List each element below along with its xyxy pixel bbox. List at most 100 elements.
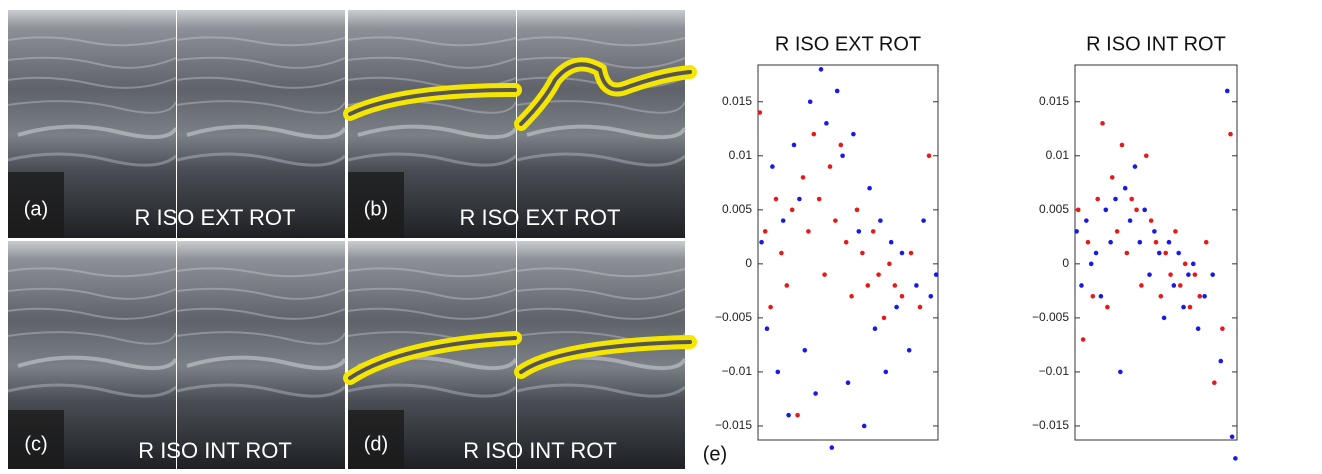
scatter-point — [1110, 175, 1115, 180]
scatter-point — [759, 240, 764, 245]
scatter-point — [786, 413, 791, 418]
scatter-point — [1089, 262, 1094, 267]
scatter-point — [1147, 272, 1152, 277]
chart-title: R ISO INT ROT — [1086, 33, 1226, 55]
scatter-point — [1167, 240, 1172, 245]
scatter-point — [849, 294, 854, 299]
scatter-point — [866, 283, 871, 288]
scatter-point — [1172, 283, 1177, 288]
scatter-point — [776, 370, 781, 375]
panel-caption: R ISO INT ROT — [463, 438, 617, 463]
y-tick-label: 0.01 — [1046, 148, 1070, 162]
scatter-point — [819, 67, 824, 72]
scatter-point — [1176, 251, 1181, 256]
scatter-point — [893, 283, 898, 288]
scatter-point — [909, 251, 914, 256]
scatter-point — [1220, 326, 1225, 331]
scatter-point — [1134, 208, 1139, 213]
panel-caption: R ISO EXT ROT — [460, 205, 621, 230]
scatter-point — [1168, 272, 1173, 277]
scatter-point — [884, 370, 889, 375]
scatter-point — [1210, 272, 1215, 277]
scatter-point — [1094, 251, 1099, 256]
scatter-point — [1202, 294, 1207, 299]
scatter-point — [758, 110, 763, 115]
scatter-point — [813, 391, 818, 396]
scatter-point — [1162, 316, 1167, 321]
scatter-point — [1074, 229, 1079, 234]
scatter-point — [876, 272, 881, 277]
panel-label: (c) — [24, 433, 47, 455]
scatter-point — [1129, 197, 1134, 202]
scatter-point — [763, 229, 768, 234]
scatter-point — [921, 218, 926, 223]
scatter-point — [1157, 251, 1162, 256]
scatter-point — [1108, 240, 1113, 245]
scatter-point — [1084, 218, 1089, 223]
scatter-point — [1144, 153, 1149, 158]
scatter-point — [1128, 218, 1133, 223]
scatter-point — [867, 186, 872, 191]
scatter-point — [1163, 251, 1168, 256]
scatter-point — [844, 240, 849, 245]
scatter-point — [1118, 370, 1123, 375]
scatter-point — [1125, 251, 1130, 256]
y-tick-label: 0 — [745, 256, 752, 270]
scatter-point — [812, 132, 817, 137]
panel-caption: R ISO INT ROT — [138, 438, 292, 463]
scatter-point — [1120, 143, 1125, 148]
scatter-point — [1079, 283, 1084, 288]
scatter-point — [873, 326, 878, 331]
panel-label: (b) — [364, 198, 388, 220]
scatter-point — [835, 89, 840, 94]
y-tick-label: 0 — [1062, 256, 1069, 270]
scatter-point — [846, 380, 851, 385]
scatter-point — [806, 229, 811, 234]
scatter-point — [1123, 186, 1128, 191]
scatter-point — [840, 153, 845, 158]
scatter-point — [779, 251, 784, 256]
scatter-point — [1095, 197, 1100, 202]
scatter-point — [808, 99, 813, 104]
chart-title: R ISO EXT ROT — [775, 33, 921, 55]
panel-label: (e) — [703, 443, 727, 465]
scatter-point — [914, 283, 919, 288]
scatter-point — [1152, 229, 1157, 234]
scatter-point — [770, 164, 775, 169]
scatter-point — [927, 153, 932, 158]
scatter-point — [907, 348, 912, 353]
scatter-point — [830, 445, 835, 450]
scatter-point — [929, 294, 934, 299]
scatter-point — [1154, 240, 1159, 245]
scatter-point — [797, 197, 802, 202]
scatter-point — [781, 218, 786, 223]
scatter-point — [1091, 294, 1096, 299]
scatter-point — [1178, 283, 1183, 288]
y-tick-label: −0.015 — [1032, 418, 1069, 432]
scatter-point — [774, 197, 779, 202]
y-tick-label: 0.01 — [729, 148, 753, 162]
scatter-point — [1181, 305, 1186, 310]
scatter-point — [1100, 121, 1105, 126]
scatter-point — [900, 294, 905, 299]
scatter-point — [1186, 272, 1191, 277]
scatter-point — [790, 208, 795, 213]
scatter-point — [1138, 240, 1143, 245]
scatter-point — [1133, 164, 1138, 169]
scatter-point — [882, 316, 887, 321]
scatter-point — [1188, 305, 1193, 310]
scatter-point — [1113, 197, 1118, 202]
scatter-point — [889, 240, 894, 245]
scatter-point — [855, 208, 860, 213]
scatter-point — [801, 175, 806, 180]
scatter-point — [1212, 380, 1217, 385]
scatter-point — [828, 164, 833, 169]
scatter-point — [1099, 294, 1104, 299]
scatter-point — [822, 272, 827, 277]
scatter-point — [918, 305, 923, 310]
scatter-point — [871, 229, 876, 234]
scatter-point — [1219, 359, 1224, 364]
scatter-point — [860, 251, 865, 256]
scatter-point — [934, 272, 939, 277]
scatter-point — [768, 305, 773, 310]
